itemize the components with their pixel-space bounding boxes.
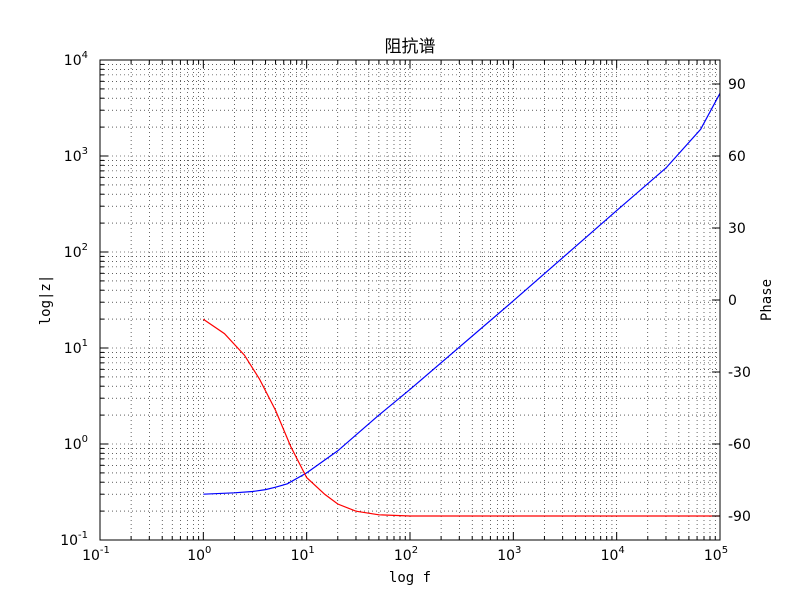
series-layer [202,93,721,517]
x-tick-label: 102 [394,545,418,564]
y-right-tick-label: 60 [728,149,746,165]
y-left-tick-label: 102 [64,242,88,261]
x-axis-label: log f [389,570,431,586]
ticks-layer: 10-1 100 101 102 103 104 105 10-1 100 101 102 103 10… [60,50,751,564]
y-right-axis-label: Phase [759,279,775,321]
x-tick-label: 100 [187,545,211,564]
y-left-tick-label: 10-1 [60,530,88,549]
x-tick-label: 105 [704,545,728,564]
y-left-tick-label: 100 [64,434,88,453]
y-left-tick-label: 103 [64,146,88,165]
y-left-tick-label: 104 [64,50,88,69]
phase-series-line [202,318,720,517]
y-right-tick-label: -90 [728,509,751,525]
x-tick-label: 103 [497,545,521,564]
chart-title: 阻抗谱 [385,37,436,57]
y-right-tick-label: 30 [728,221,746,237]
y-right-tick-label: 90 [728,77,746,93]
x-tick-label: 101 [291,545,315,564]
magnitude-series-line [203,93,721,495]
y-right-tick-label: -30 [728,365,751,381]
y-right-tick-label: -60 [728,437,751,453]
x-tick-label: 104 [601,545,625,564]
grid [100,60,720,540]
y-left-axis-label: log|z| [38,275,54,326]
y-right-tick-label: 0 [728,293,737,309]
y-left-tick-label: 101 [64,338,88,357]
x-tick-label: 10-1 [82,545,110,564]
